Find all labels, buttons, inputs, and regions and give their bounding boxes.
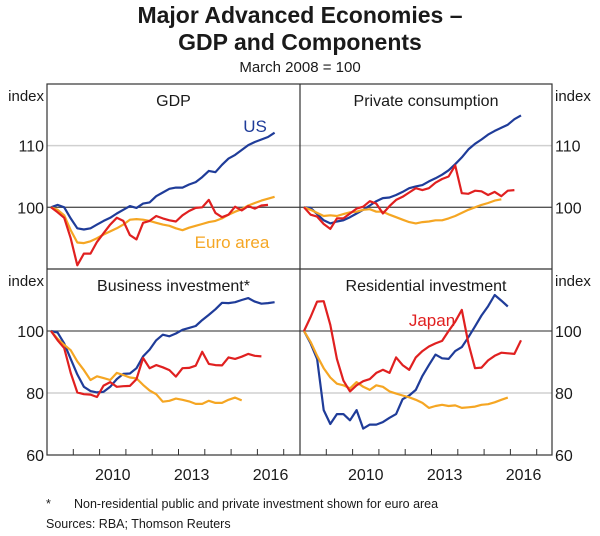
series-line-us bbox=[303, 293, 509, 430]
footnote: * Non-residential public and private inve… bbox=[46, 497, 438, 511]
series-line-us bbox=[303, 114, 522, 225]
panel-title: Residential investment bbox=[346, 278, 508, 295]
panel-private-consumption: 110 100 index Private consumption bbox=[300, 88, 591, 230]
panel-title: Business investment* bbox=[97, 278, 250, 295]
y-axis-label: index bbox=[8, 273, 44, 290]
series-annotation: US bbox=[243, 117, 267, 136]
y-tick-label: 100 bbox=[17, 324, 44, 341]
series-line-japan bbox=[303, 164, 515, 230]
x-tick-label: 2013 bbox=[427, 467, 463, 484]
x-tick-label: 2010 bbox=[348, 467, 384, 484]
y-tick-label: 80 bbox=[555, 386, 573, 403]
panel-gdp: 110 100 index GDP US Euro area bbox=[8, 88, 300, 267]
x-tick-label: 2013 bbox=[174, 467, 210, 484]
series-line-japan bbox=[50, 198, 269, 267]
y-axis-label: index bbox=[555, 273, 591, 290]
footnote-text: Non-residential public and private inves… bbox=[74, 497, 439, 511]
sources-note: Sources: RBA; Thomson Reuters bbox=[46, 517, 231, 531]
y-axis-label: index bbox=[555, 88, 591, 105]
y-tick-label: 60 bbox=[26, 448, 44, 465]
x-tick-label: 2010 bbox=[95, 467, 131, 484]
y-tick-label: 110 bbox=[555, 139, 581, 156]
y-tick-label: 60 bbox=[555, 448, 573, 465]
series-line-us bbox=[50, 131, 276, 231]
footnote-marker: * bbox=[46, 497, 51, 511]
series-line-us bbox=[50, 297, 275, 394]
chart-title-line2: GDP and Components bbox=[178, 29, 422, 55]
series-line-japan bbox=[50, 330, 262, 399]
y-tick-label: 100 bbox=[17, 200, 44, 217]
series-line-euro-area bbox=[303, 330, 509, 409]
x-tick-label: 2016 bbox=[253, 467, 289, 484]
y-tick-label: 100 bbox=[555, 324, 582, 341]
panel-residential-investment: 100 80 60 index 2010 2013 2016 Residential inve… bbox=[300, 273, 591, 484]
x-tick-label: 2016 bbox=[506, 467, 542, 484]
panel-title: Private consumption bbox=[354, 93, 499, 110]
panel-business-investment: 100 80 60 index 2010 2013 2016 Business investm… bbox=[8, 273, 300, 484]
series-annotation: Euro area bbox=[195, 233, 270, 252]
series-line-euro-area bbox=[50, 195, 275, 245]
series-line-japan bbox=[303, 300, 522, 393]
y-tick-label: 100 bbox=[555, 200, 582, 217]
y-tick-label: 80 bbox=[26, 386, 44, 403]
y-tick-label: 110 bbox=[18, 139, 44, 156]
chart-subtitle: March 2008 = 100 bbox=[239, 59, 361, 76]
panel-title: GDP bbox=[156, 93, 191, 110]
y-axis-label: index bbox=[8, 88, 44, 105]
chart-title-line1: Major Advanced Economies – bbox=[137, 2, 463, 28]
series-annotation: Japan bbox=[409, 311, 455, 330]
series-line-euro-area bbox=[303, 198, 502, 225]
series-line-euro-area bbox=[50, 330, 243, 405]
